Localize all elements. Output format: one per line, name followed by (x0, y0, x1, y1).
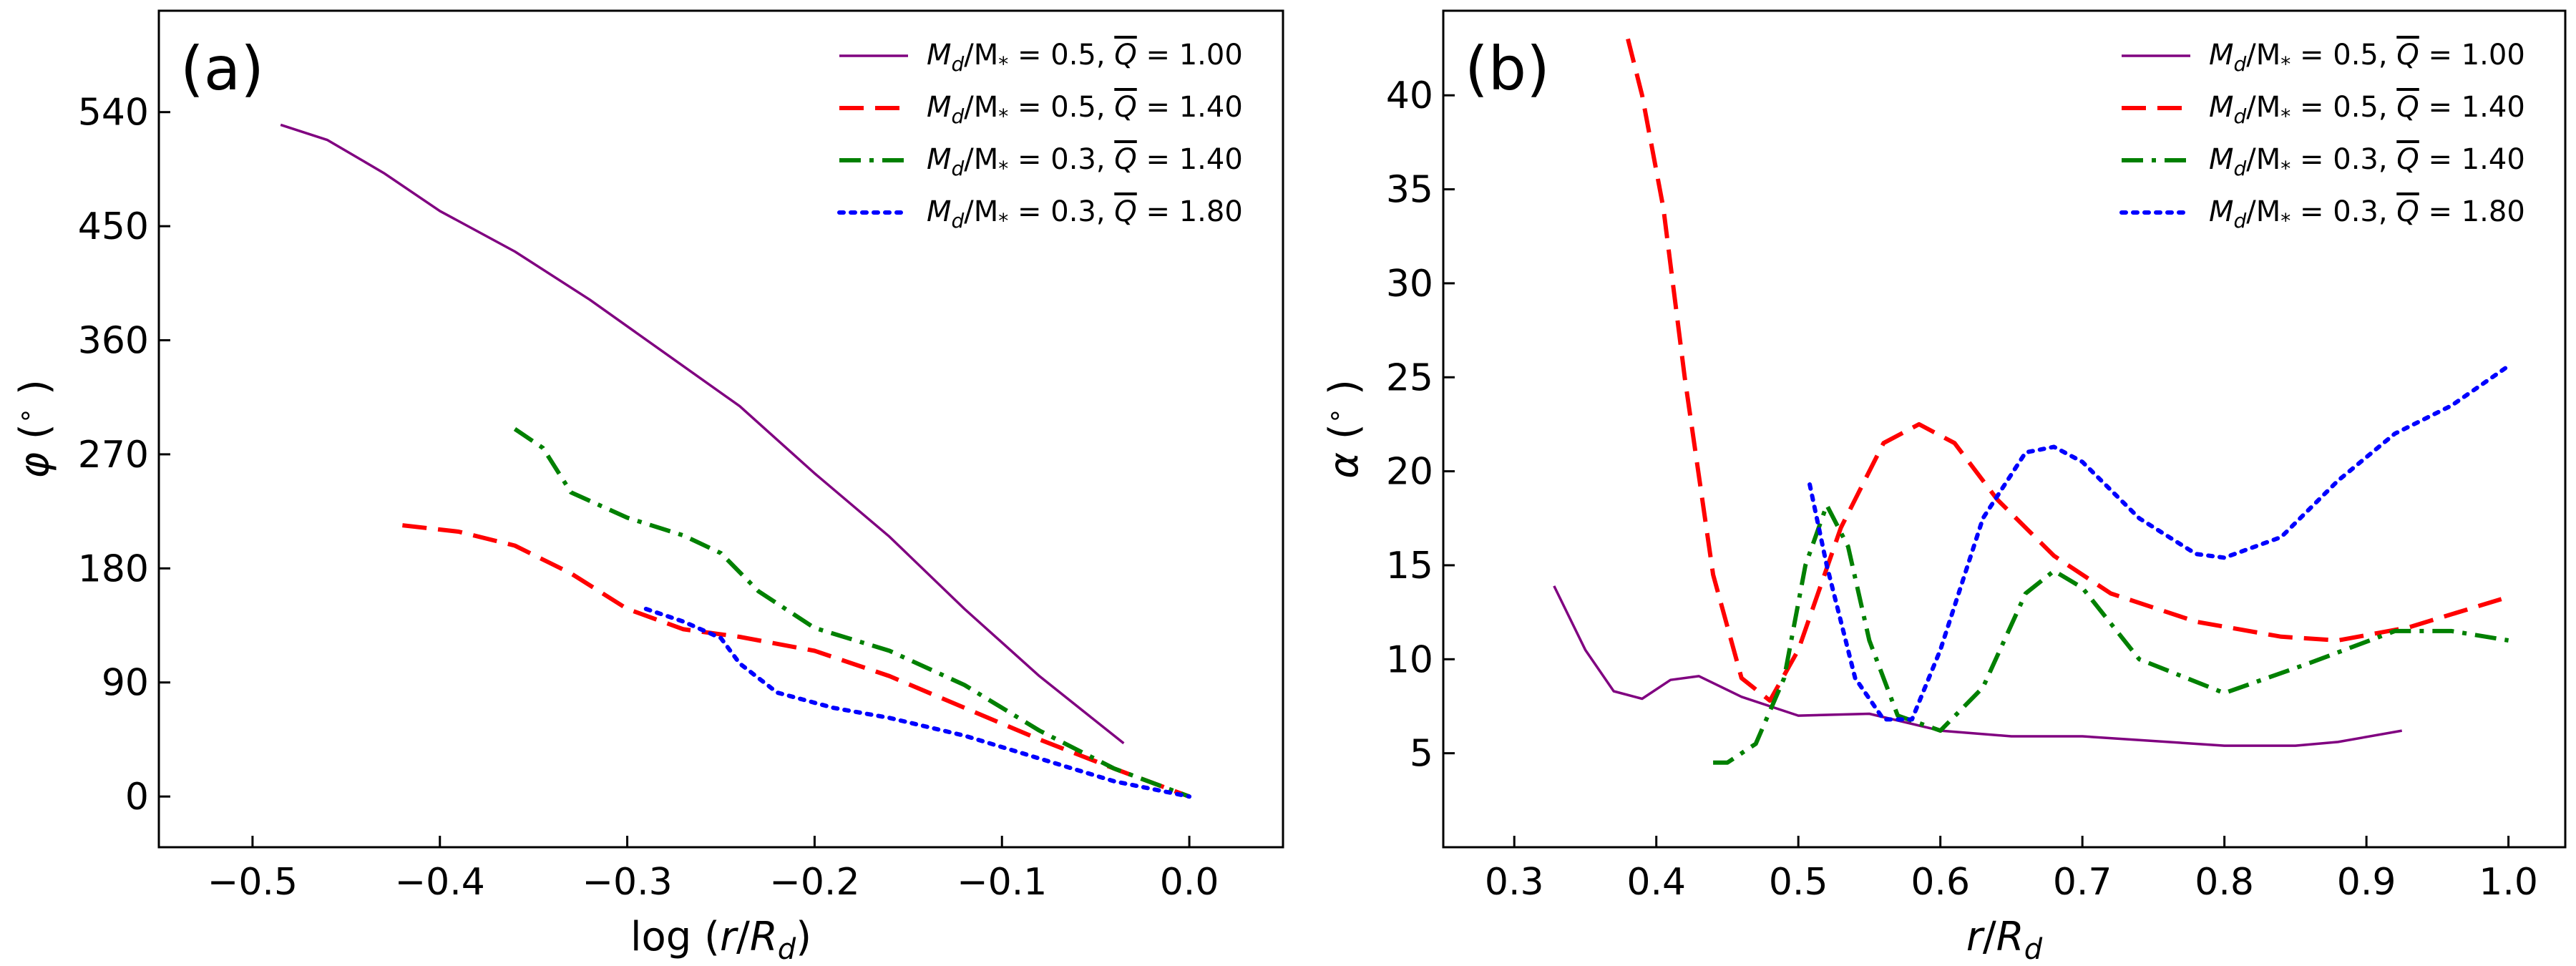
legend-entry: Md/M* = 0.5, Q = 1.40 (839, 91, 1243, 128)
y-tick-label: 270 (78, 434, 149, 477)
y-axis-label: α (∘ ) (1320, 379, 1367, 479)
legend-label: Md/M* = 0.5, Q = 1.40 (927, 91, 1243, 128)
legend-label: Md/M* = 0.3, Q = 1.80 (927, 195, 1243, 233)
x-tick-label: −0.4 (395, 861, 485, 904)
panel-b: 0.3 0.4 0.5 0.6 0.7 0.8 0.9 1.0 5 10 15 20 25 30 35 40 r… (1320, 9, 2567, 966)
y-tick-label: 20 (1386, 451, 1433, 494)
x-tick-label: −0.3 (582, 861, 672, 904)
legend-entry: Md/M* = 0.3, Q = 1.40 (839, 143, 1243, 180)
y-tick-label: 10 (1386, 638, 1433, 681)
legend-label: Md/M* = 0.3, Q = 1.40 (927, 143, 1243, 180)
y-tick-label: 180 (78, 547, 149, 590)
x-tick-label: −0.1 (957, 861, 1047, 904)
x-tick-label: −0.2 (769, 861, 859, 904)
y-tick-label: 90 (102, 662, 149, 705)
y-tick-label: 450 (78, 205, 149, 248)
x-axis-label: r/Rd (1966, 914, 2043, 966)
legend-label: Md/M* = 0.3, Q = 1.80 (2209, 195, 2525, 233)
series-line-2 (402, 523, 1191, 799)
series-line-3 (513, 427, 1191, 799)
panel-a: −0.5 −0.4 −0.3 −0.2 −0.1 0.0 0 90 180 270 360 450 54… (11, 9, 1284, 966)
legend-entry: Md/M* = 0.3, Q = 1.40 (2122, 143, 2525, 180)
x-tick-label: 0.4 (1626, 861, 1686, 904)
y-tick-label: 30 (1386, 263, 1433, 306)
series-line-3 (1713, 502, 2509, 765)
panel-label: (a) (180, 34, 264, 104)
legend-entry: Md/M* = 0.3, Q = 1.80 (2119, 195, 2525, 233)
legend-entry: Md/M* = 0.5, Q = 1.00 (839, 39, 1243, 76)
x-tick-label: 0.0 (1160, 861, 1219, 904)
y-tick-label: 35 (1386, 169, 1433, 212)
axes-frame (1442, 9, 2567, 849)
y-tick-label: 0 (125, 776, 149, 819)
legend: Md/M* = 0.5, Q = 1.00 Md/M* = 0.5, Q = 1.… (2119, 39, 2525, 233)
y-tick-label: 540 (78, 92, 149, 135)
legend-label: Md/M* = 0.3, Q = 1.40 (2209, 143, 2525, 180)
y-tick-label: 40 (1386, 74, 1433, 117)
legend-label: Md/M* = 0.5, Q = 1.00 (2209, 39, 2525, 76)
legend-entry: Md/M* = 0.5, Q = 1.00 (2122, 39, 2525, 76)
y-tick-label: 360 (78, 320, 149, 363)
y-tick-label: 25 (1386, 356, 1433, 399)
series-line-1 (1553, 585, 2403, 747)
legend: Md/M* = 0.5, Q = 1.00 Md/M* = 0.5, Q = 1.… (837, 39, 1243, 233)
x-tick-label: 1.0 (2479, 861, 2538, 904)
legend-entry: Md/M* = 0.3, Q = 1.80 (837, 195, 1243, 233)
series-line-2 (1626, 38, 2502, 703)
x-tick-label: 0.7 (2053, 861, 2112, 904)
legend-entry: Md/M* = 0.5, Q = 1.40 (2122, 91, 2525, 128)
series-lines (280, 123, 1192, 799)
x-tick-label: 0.3 (1485, 861, 1544, 904)
y-axis-label: φ (∘ ) (11, 379, 58, 479)
series-line-4 (643, 607, 1192, 799)
legend-label: Md/M* = 0.5, Q = 1.00 (927, 39, 1243, 76)
panel-label: (b) (1465, 34, 1550, 104)
x-axis-label: log (r/Rd) (630, 914, 811, 966)
x-tick-label: 0.8 (2195, 861, 2254, 904)
x-tick-label: 0.5 (1769, 861, 1828, 904)
legend-label: Md/M* = 0.5, Q = 1.40 (2209, 91, 2525, 128)
x-tick-label: 0.9 (2337, 861, 2396, 904)
x-tick-label: 0.6 (1911, 861, 1970, 904)
y-tick-label: 5 (1410, 733, 1433, 776)
x-tick-label: −0.5 (208, 861, 298, 904)
series-line-1 (280, 123, 1125, 745)
series-line-4 (1807, 364, 2511, 722)
y-tick-label: 15 (1386, 545, 1433, 587)
series-lines (1553, 38, 2511, 765)
axes-frame (157, 9, 1284, 849)
